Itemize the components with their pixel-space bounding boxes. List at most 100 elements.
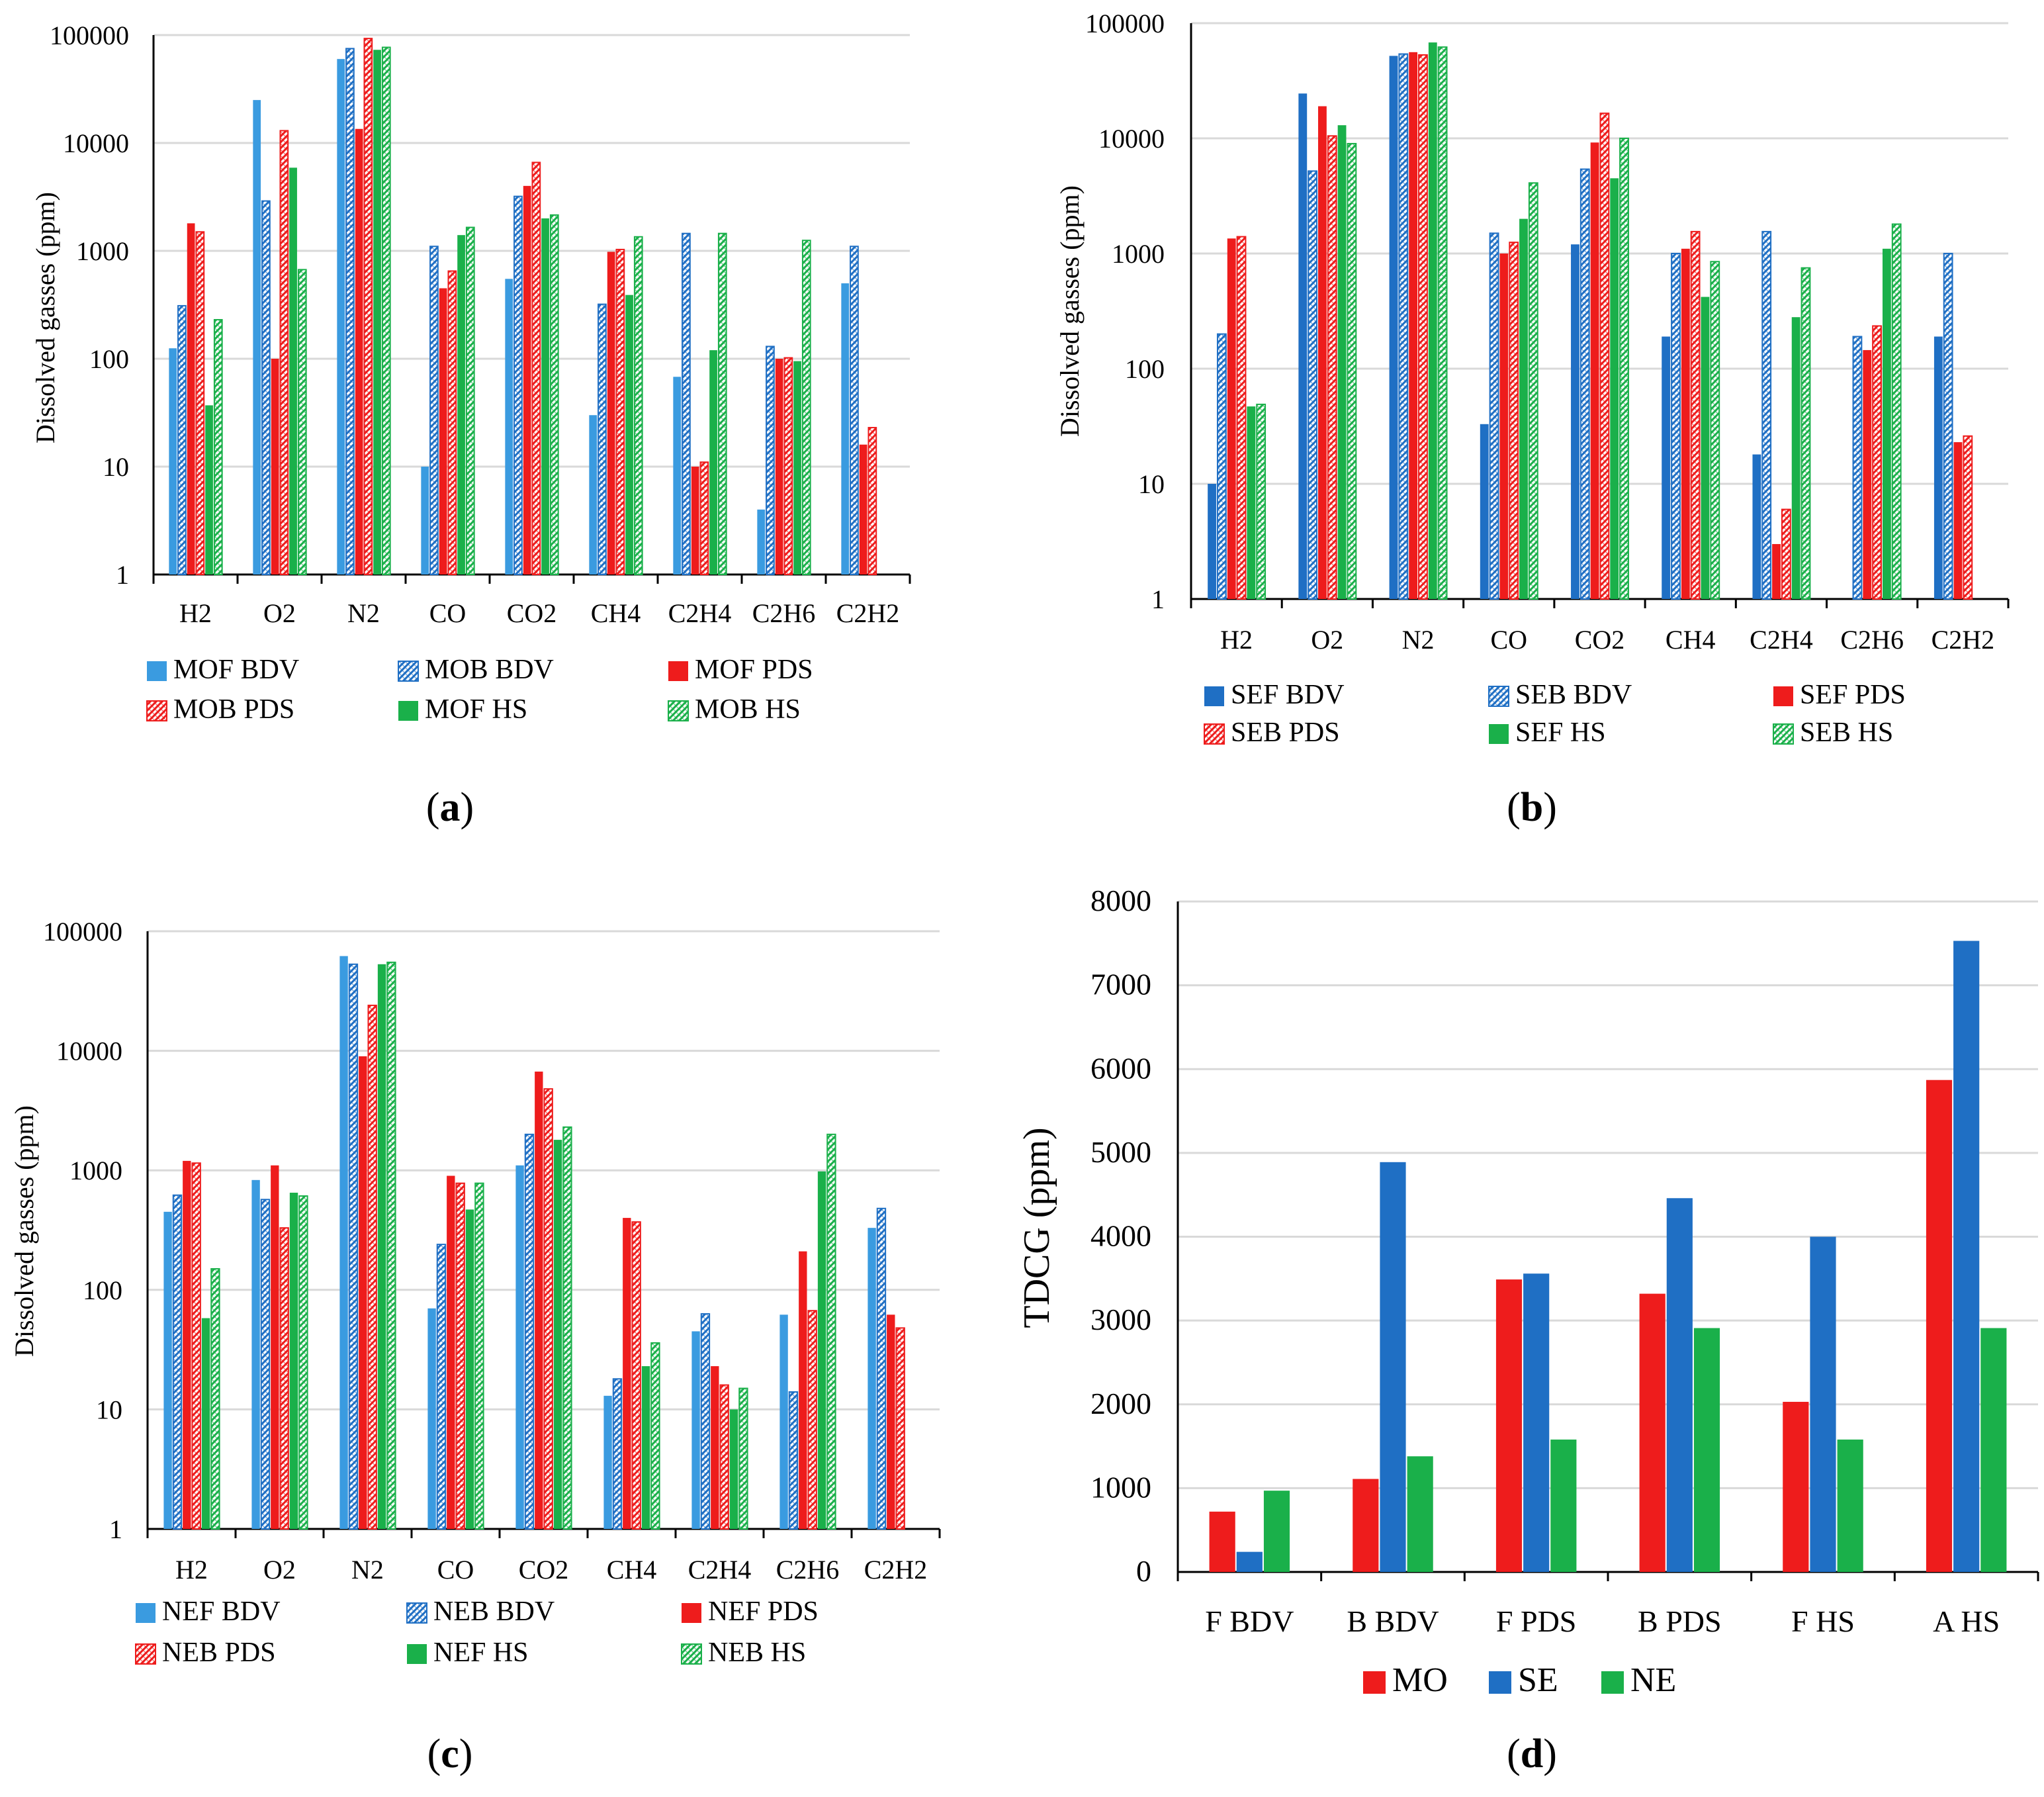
- panel-a-y-axis-title: Dissolved gasses (ppm): [30, 192, 60, 443]
- legend-item: NEB BDV: [406, 1596, 555, 1627]
- bar-nef-bdv-o2: [251, 1179, 260, 1529]
- bar-nef-bdv-ch4: [603, 1395, 612, 1529]
- bar-neb-bdv-co: [436, 1244, 447, 1530]
- bar-seb-bdv-ch4: [1671, 253, 1681, 600]
- bar-sef-bdv-ch4: [1662, 336, 1671, 599]
- x-tick-label: F PDS: [1496, 1604, 1576, 1638]
- legend-item: NEB PDS: [135, 1637, 276, 1668]
- panel-b-label: (b): [1507, 785, 1557, 830]
- bar-neb-bdv-ch4: [612, 1378, 623, 1530]
- bar-neb-hs-n2: [386, 961, 396, 1530]
- legend-swatch: [136, 1603, 156, 1623]
- legend-item: SEF PDS: [1773, 680, 1906, 710]
- legend-swatch: [1773, 723, 1794, 745]
- bar-sef-pds-co2: [1590, 142, 1599, 600]
- legend-label: MOB PDS: [173, 694, 294, 725]
- bar-neb-bdv-c2h6: [788, 1391, 799, 1530]
- legend-item: NEB HS: [681, 1637, 806, 1668]
- x-tick-label: O2: [1311, 625, 1343, 655]
- bar-nef-hs-h2: [201, 1318, 210, 1529]
- panel-c-y-axis-title: Dissolved gasses (ppm): [9, 1105, 39, 1357]
- bar-nef-pds-c2h4: [711, 1366, 719, 1529]
- bar-mob-pds-co2: [531, 161, 541, 575]
- bar-ne-b-bdv: [1407, 1456, 1433, 1572]
- bar-mob-pds-ch4: [615, 248, 625, 575]
- bar-mof-hs-ch4: [625, 295, 633, 575]
- bar-mob-bdv-co2: [513, 195, 523, 575]
- bar-nef-hs-co: [465, 1209, 474, 1529]
- bar-neb-bdv-n2: [348, 963, 359, 1530]
- bar-mof-pds-c2h4: [691, 467, 699, 575]
- legend-label: MOB BDV: [425, 655, 554, 685]
- x-tick-label: O2: [263, 1555, 296, 1585]
- bar-nef-bdv-c2h4: [691, 1331, 700, 1529]
- bar-sef-hs-ch4: [1701, 297, 1710, 599]
- legend-swatch: [1489, 724, 1509, 744]
- bar-sef-bdv-c2h4: [1752, 454, 1761, 599]
- bar-mob-bdv-ch4: [598, 303, 607, 575]
- bar-nef-hs-n2: [377, 964, 386, 1529]
- panel-d-y-axis-title: TDCG (ppm): [1016, 1127, 1057, 1328]
- bar-seb-bdv-co2: [1579, 168, 1590, 600]
- bar-sef-bdv-n2: [1389, 56, 1398, 600]
- bar-sef-bdv-o2: [1298, 93, 1308, 599]
- bar-sef-hs-c2h4: [1791, 317, 1800, 599]
- bar-mob-pds-co: [447, 270, 457, 575]
- legend-label: MOF BDV: [173, 655, 299, 685]
- legend-label: MO: [1392, 1661, 1448, 1699]
- x-tick-label: F HS: [1791, 1604, 1855, 1638]
- y-tick-label: 100000: [1085, 9, 1165, 38]
- bar-ne-b-pds: [1693, 1328, 1720, 1572]
- bar-mo-b-bdv: [1353, 1479, 1379, 1572]
- bar-nef-pds-c2h2: [887, 1314, 895, 1529]
- legend-swatch: [1601, 1671, 1624, 1694]
- legend-label: NEB BDV: [433, 1596, 555, 1627]
- y-tick-label: 100: [89, 344, 129, 374]
- bar-neb-hs-co: [474, 1182, 484, 1530]
- bar-seb-bdv-c2h2: [1943, 253, 1953, 600]
- bar-mof-hs-co: [457, 235, 465, 575]
- panel-a-label: (a): [426, 785, 474, 830]
- legend-item: SEF HS: [1489, 717, 1606, 748]
- bar-sef-pds-h2: [1227, 238, 1236, 600]
- bar-nef-bdv-co2: [515, 1165, 524, 1529]
- x-tick-label: CO2: [1575, 625, 1625, 655]
- y-tick-label: 5000: [1090, 1135, 1151, 1169]
- x-tick-label: F BDV: [1205, 1604, 1294, 1638]
- x-tick-label: B PDS: [1638, 1604, 1722, 1638]
- bar-sef-pds-c2h2: [1953, 442, 1963, 599]
- bar-nef-bdv-c2h6: [779, 1314, 788, 1529]
- bar-mo-a-hs: [1926, 1080, 1953, 1572]
- bar-neb-bdv-h2: [172, 1194, 183, 1530]
- bar-mof-bdv-c2h4: [673, 377, 682, 575]
- bar-neb-pds-c2h4: [719, 1384, 729, 1530]
- bar-seb-bdv-co: [1489, 232, 1499, 600]
- y-tick-label: 100000: [50, 21, 129, 50]
- y-tick-label: 100000: [43, 917, 122, 946]
- bar-neb-pds-h2: [191, 1162, 201, 1530]
- legend-item: MOB HS: [668, 694, 801, 725]
- x-tick-label: H2: [179, 598, 212, 628]
- legend-swatch: [146, 700, 167, 721]
- bar-mob-hs-ch4: [633, 236, 643, 575]
- y-tick-label: 7000: [1090, 968, 1151, 1001]
- bar-se-a-hs: [1953, 941, 1980, 1572]
- bar-nef-pds-co: [447, 1175, 455, 1529]
- bar-mob-hs-c2h6: [801, 240, 811, 575]
- legend-swatch: [135, 1643, 156, 1665]
- bar-mof-bdv-co2: [505, 279, 513, 575]
- x-tick-label: CO: [429, 598, 467, 628]
- bar-sef-bdv-h2: [1208, 484, 1216, 599]
- bar-seb-pds-co: [1509, 242, 1519, 600]
- legend-swatch: [668, 661, 688, 681]
- y-tick-label: 1: [1151, 584, 1165, 614]
- bar-mob-pds-c2h2: [867, 427, 877, 576]
- bar-mof-bdv-c2h2: [841, 283, 850, 575]
- legend-label: NEF PDS: [708, 1596, 819, 1627]
- bar-sef-bdv-c2h2: [1933, 336, 1943, 599]
- y-tick-label: 1000: [69, 1156, 122, 1185]
- bar-mof-pds-c2h6: [775, 359, 783, 575]
- bar-se-f-hs: [1810, 1236, 1836, 1572]
- legend-label: SEF HS: [1515, 717, 1606, 748]
